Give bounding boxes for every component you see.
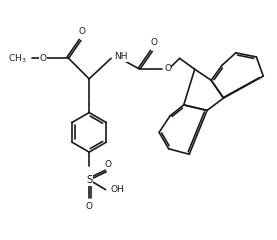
Text: O: O [104,160,111,168]
Text: O: O [79,27,86,36]
Text: O: O [164,64,171,73]
Text: OH: OH [111,185,124,194]
Text: O: O [40,54,47,63]
Text: S: S [86,175,92,185]
Text: O: O [150,38,157,47]
Text: O: O [86,202,93,211]
Text: CH$_3$: CH$_3$ [8,52,27,65]
Text: NH: NH [114,52,128,61]
